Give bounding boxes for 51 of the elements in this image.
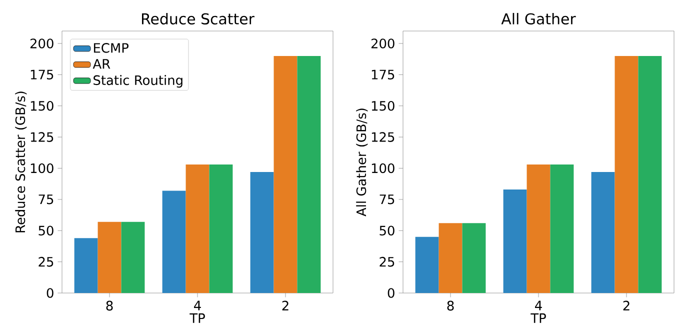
x-tick-label: 4 [194,300,201,310]
y-tick-label: 25 [380,256,394,267]
y-tick-label: 0 [388,288,394,298]
y-axis-title: All Gather (GB/s) [356,108,368,216]
chart-title: Reduce Scatter [142,12,254,25]
y-tick-label: 175 [372,70,394,80]
y-tick-label: 75 [38,194,54,204]
y-tick-label: 200 [30,38,54,48]
legend-label: AR [92,59,110,69]
y-tick-label: 75 [380,194,394,204]
y-tick-label: 50 [380,226,394,236]
bar [250,172,274,293]
y-tick-label: 150 [30,100,54,111]
x-axis-title: TP [190,313,205,323]
bar [274,56,298,293]
bar [121,222,145,293]
bar [438,223,462,293]
y-tick-label: 150 [372,100,394,111]
bar [591,172,615,293]
y-axis-title: Reduce Scatter (GB/s) [15,92,27,232]
bar [209,164,233,293]
y-tick-label: 125 [30,132,54,142]
y-tick-label: 50 [38,226,54,236]
x-tick-label: 8 [447,300,454,311]
y-tick-label: 100 [372,163,394,174]
bar [550,164,574,293]
bar [74,238,98,293]
x-tick-label: 8 [106,300,113,311]
x-tick-label: 4 [535,300,542,310]
bar [415,236,439,293]
bar [526,164,550,293]
legend-label: ECMP [94,43,128,53]
y-tick-label: 175 [30,70,54,80]
y-tick-label: 0 [46,288,54,298]
y-tick-label: 200 [371,38,394,48]
x-tick-label: 2 [623,300,630,310]
bar [638,56,662,293]
x-axis-title: TP [530,313,546,323]
y-tick-label: 100 [30,163,54,174]
x-tick-label: 2 [282,300,288,310]
chart-title: All Gather [501,12,576,25]
y-tick-label: 125 [372,132,394,142]
bar [503,189,527,293]
bar [162,190,186,293]
bar [462,223,486,293]
y-tick-label: 25 [38,256,54,267]
bar [186,164,210,293]
legend-label: Static Routing [94,75,182,88]
bar [98,222,122,293]
bar [297,56,321,293]
bar [614,56,638,293]
